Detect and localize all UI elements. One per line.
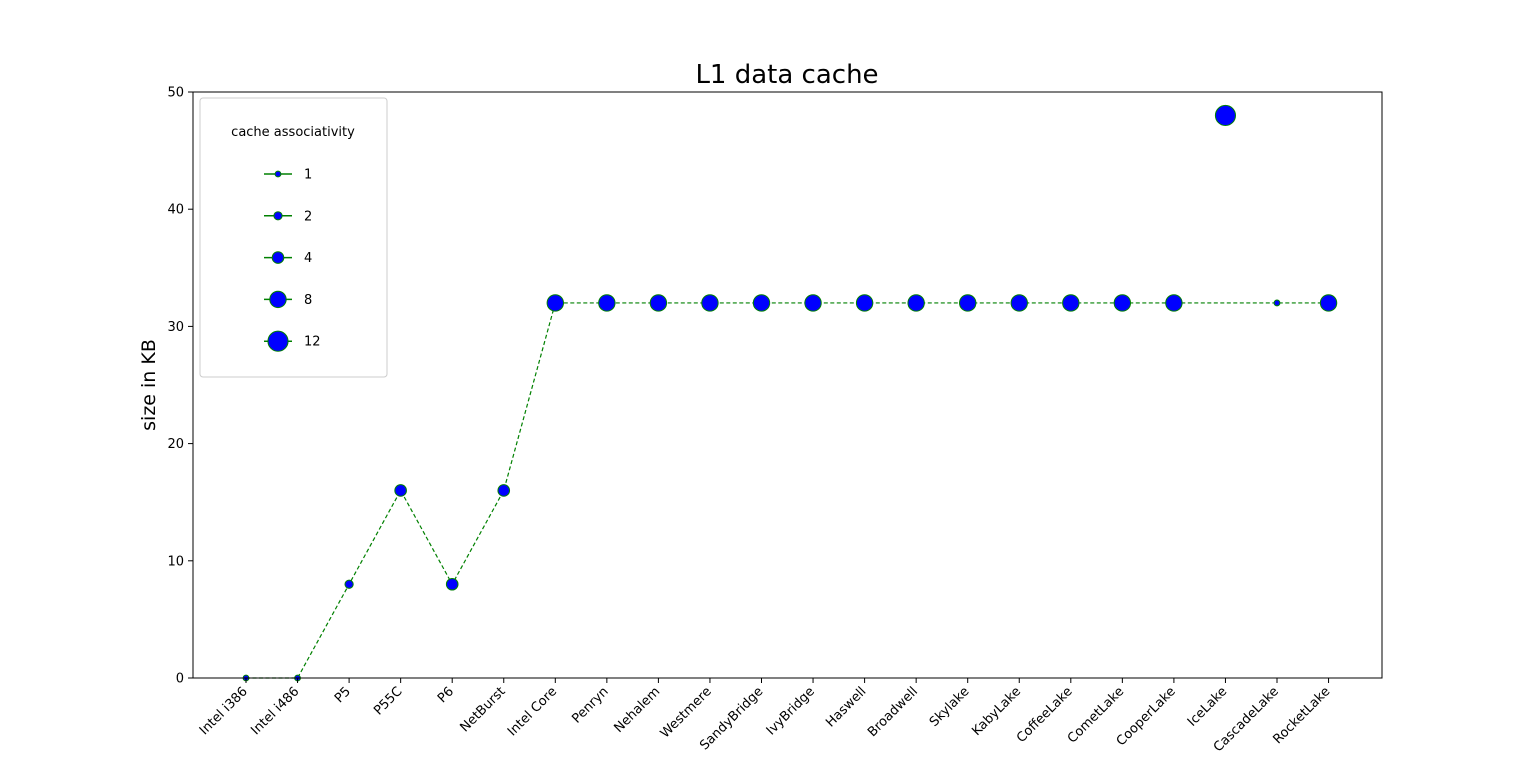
x-tick-label: P5: [332, 684, 354, 706]
data-point: [497, 484, 511, 497]
y-tick-label: 50: [167, 86, 184, 101]
legend-label: 12: [304, 335, 321, 350]
legend-label: 4: [304, 251, 312, 266]
legend-marker: [274, 170, 282, 178]
x-tick-label: NetBurst: [458, 684, 509, 735]
y-tick-label: 40: [167, 203, 184, 218]
x-tick-label: P6: [435, 684, 457, 706]
legend-label: 1: [304, 168, 312, 183]
legend-label: 8: [304, 293, 312, 308]
y-tick-label: 30: [167, 320, 184, 335]
plot-area: [242, 104, 1338, 682]
chart-title: L1 data cache: [695, 60, 878, 90]
y-tick-label: 10: [167, 554, 184, 569]
series-line: [246, 302, 1329, 679]
x-tick-label: IceLake: [1185, 684, 1230, 729]
data-point: [1214, 104, 1236, 126]
data-point: [855, 294, 874, 312]
data-point: [804, 294, 822, 312]
legend-marker: [271, 251, 285, 264]
data-point: [907, 294, 925, 312]
x-tick-label: P55C: [371, 684, 405, 718]
plot-frame: [192, 91, 1383, 679]
x-tick-label: Haswell: [823, 684, 869, 730]
y-axis-label: size in KB: [138, 339, 160, 431]
x-tick-label: Penryn: [569, 684, 611, 726]
data-point: [649, 294, 668, 312]
x-tick-label: Skylake: [927, 684, 973, 730]
data-point: [958, 294, 977, 312]
x-tick-label: IvyBridge: [764, 684, 818, 738]
data-point: [1165, 294, 1183, 312]
data-point: [752, 294, 771, 312]
legend-marker: [269, 290, 287, 309]
x-tick-label: KabyLake: [969, 684, 1024, 739]
data-point: [445, 577, 459, 591]
data-point: [1010, 294, 1028, 312]
data-point: [394, 484, 407, 497]
x-tick-label: Intel Core: [505, 684, 560, 739]
y-tick-label: 0: [176, 672, 184, 687]
legend-label: 2: [304, 209, 312, 224]
x-tick-label: Intel i486: [248, 684, 302, 738]
legend-box: [199, 97, 388, 378]
data-point: [1113, 294, 1132, 312]
data-point: [1273, 299, 1281, 307]
data-point: [598, 294, 616, 312]
legend-title: cache associativity: [231, 125, 355, 140]
x-tick-label: Broadwell: [865, 684, 921, 740]
y-tick-label: 20: [167, 437, 184, 452]
data-point: [1062, 294, 1080, 312]
data-point: [1319, 294, 1338, 312]
data-point: [546, 294, 565, 312]
legend-marker: [273, 211, 283, 221]
data-point: [701, 294, 719, 312]
legend-marker: [267, 330, 289, 352]
data-point: [344, 579, 354, 589]
x-tick-label: Intel i386: [197, 684, 251, 738]
x-tick-label: Nehalem: [611, 684, 663, 736]
